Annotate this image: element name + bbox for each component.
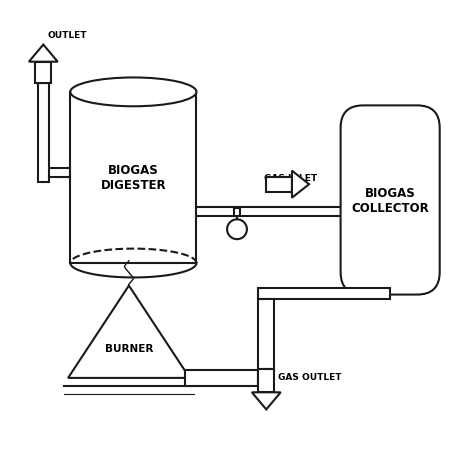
Text: BIOGAS
COLLECTOR: BIOGAS COLLECTOR [351, 187, 429, 214]
Text: GAS INLET: GAS INLET [264, 173, 317, 182]
Polygon shape [292, 172, 309, 198]
Polygon shape [29, 46, 58, 62]
Bar [258, 299, 274, 369]
Bar [266, 177, 292, 192]
Polygon shape [68, 286, 190, 378]
Text: GAS OUTLET: GAS OUTLET [278, 372, 341, 381]
Text: BURNER: BURNER [105, 344, 153, 354]
Ellipse shape [70, 78, 196, 107]
Polygon shape [252, 393, 281, 410]
Bar [258, 288, 390, 299]
Text: BIOGAS
DIGESTER: BIOGAS DIGESTER [100, 164, 166, 192]
FancyBboxPatch shape [341, 106, 440, 295]
Bar [185, 370, 258, 386]
Text: OUTLET: OUTLET [48, 31, 87, 40]
Bar [37, 84, 49, 182]
Bar [234, 208, 240, 216]
Bar [258, 369, 274, 393]
Bar [35, 62, 51, 84]
Circle shape [227, 220, 247, 240]
Bar [70, 93, 196, 263]
